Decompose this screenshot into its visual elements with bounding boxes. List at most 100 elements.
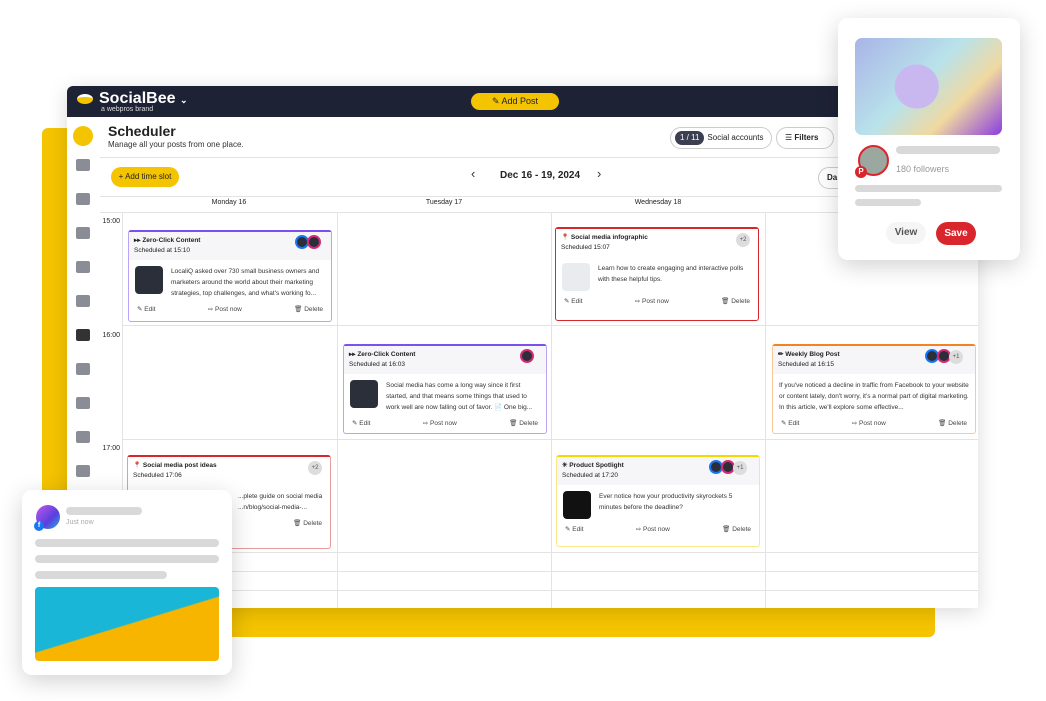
delete-button[interactable]: 🗑 Delete — [938, 420, 967, 427]
post-category: 📍 Social media infographic — [561, 234, 648, 241]
social-accounts-button[interactable]: 1 / 11 Social accounts — [670, 127, 773, 149]
edit-button[interactable]: ✎ Edit — [781, 420, 800, 427]
compose-icon[interactable] — [73, 126, 93, 146]
edit-button[interactable]: ✎ Edit — [564, 298, 583, 305]
post-schedule: Scheduled at 16:15 — [778, 361, 835, 368]
next-week-button[interactable]: › — [597, 166, 602, 181]
post-now-button[interactable]: ⇨ Post now — [634, 298, 669, 305]
edit-button[interactable]: ✎ Edit — [565, 526, 584, 533]
grid-line — [122, 571, 978, 572]
grid-line — [337, 212, 338, 608]
post-category: ✳ Product Spotlight — [562, 462, 624, 469]
post-now-button[interactable]: ⇨ Post now — [422, 420, 457, 427]
day-header-monday: Monday 16 — [211, 199, 247, 206]
day-header-wednesday: Wednesday 18 — [634, 199, 682, 206]
rocket-icon[interactable] — [76, 465, 90, 477]
post-thumbnail — [350, 380, 378, 408]
grid-line — [122, 212, 123, 608]
post-thumbnail — [562, 263, 590, 291]
post-time: Just now — [66, 519, 94, 526]
post-now-button[interactable]: ⇨ Post now — [851, 420, 886, 427]
delete-button[interactable]: 🗑 Delete — [293, 520, 322, 527]
calendar-icon[interactable] — [76, 295, 90, 307]
add-post-button[interactable]: ✎ Add Post — [471, 93, 559, 110]
post-card[interactable]: ▸▸ Zero-Click Content Scheduled at 15:10 … — [128, 230, 332, 322]
calendar-active-icon[interactable] — [76, 329, 90, 341]
facebook-icon: f — [34, 521, 44, 531]
post-schedule: Scheduled at 17:20 — [562, 472, 619, 479]
post-category: ▸▸ Zero-Click Content — [134, 237, 201, 244]
extra-accounts-badge: +2 — [308, 461, 322, 475]
placeholder-line — [35, 555, 219, 563]
chat-icon[interactable] — [76, 431, 90, 443]
day-header-tuesday: Tuesday 17 — [425, 199, 463, 206]
logo[interactable]: SocialBee ⌄ a webpros brand — [77, 90, 187, 113]
pinterest-icon: P — [855, 166, 867, 178]
grid-line — [122, 325, 978, 326]
folder-icon[interactable] — [76, 193, 90, 205]
date-range: Dec 16 - 19, 2024 — [500, 170, 581, 181]
extra-accounts-badge: +1 — [949, 350, 963, 364]
edit-button[interactable]: ✎ Edit — [137, 306, 156, 313]
page-subtitle: Manage all your posts from one place. — [108, 140, 244, 149]
analytics-icon[interactable] — [76, 363, 90, 375]
post-card[interactable]: ▸▸ Zero-Click Content Scheduled at 16:03 … — [343, 344, 547, 434]
edit-button[interactable]: ✎ Edit — [352, 420, 371, 427]
post-text: LocaliQ asked over 730 small business ow… — [171, 268, 320, 297]
divider — [100, 157, 978, 158]
extra-accounts-badge: +1 — [733, 461, 747, 475]
grid-line — [122, 552, 978, 553]
time-label: 17:00 — [102, 445, 120, 452]
placeholder-line — [35, 571, 167, 579]
chevron-down-icon: ⌄ — [179, 95, 188, 105]
delete-button[interactable]: 🗑 Delete — [721, 298, 750, 305]
calendar-edit-icon[interactable] — [76, 261, 90, 273]
post-schedule: Scheduled at 16:03 — [349, 361, 406, 368]
accounts-count: 1 / 11 — [675, 131, 705, 145]
app-name: SocialBee — [99, 90, 176, 107]
post-card[interactable]: 📍 Social media infographic Scheduled 15:0… — [555, 227, 759, 321]
prev-week-button[interactable]: ‹ — [471, 166, 476, 181]
grid-line — [122, 439, 978, 440]
time-label: 15:00 — [102, 218, 120, 225]
post-card[interactable]: ✏ Weekly Blog Post Scheduled at 16:15 +1 … — [772, 344, 976, 434]
post-category: 📍 Social media post ideas — [133, 462, 217, 469]
save-button[interactable]: Save — [936, 222, 976, 245]
time-label: 16:00 — [102, 332, 120, 339]
pin-image — [855, 38, 1002, 135]
bot-icon[interactable] — [76, 227, 90, 239]
post-category: ✏ Weekly Blog Post — [778, 351, 840, 358]
accounts-label: Social accounts — [707, 133, 764, 142]
post-schedule: Scheduled 15:07 — [561, 244, 610, 251]
followers-count: 180 followers — [896, 164, 950, 174]
post-card[interactable]: ✳ Product Spotlight Scheduled at 17:20 +1… — [556, 455, 760, 547]
post-schedule: Scheduled 17:06 — [133, 472, 182, 479]
post-text: If you've noticed a decline in traffic f… — [779, 382, 969, 411]
post-category: ▸▸ Zero-Click Content — [349, 351, 416, 358]
post-now-button[interactable]: ⇨ Post now — [207, 306, 242, 313]
bee-icon — [77, 93, 93, 104]
post-text: ...plete guide on social media ...n/blog… — [238, 493, 323, 511]
placeholder-line — [896, 146, 1000, 154]
view-button[interactable]: View — [886, 222, 926, 244]
placeholder-line — [855, 185, 1002, 192]
post-text: Learn how to create engaging and interac… — [598, 265, 744, 283]
inbox-icon[interactable] — [76, 397, 90, 409]
post-text: Social media has come a long way since i… — [386, 382, 533, 411]
filters-button[interactable]: ☰ Filters — [776, 127, 834, 149]
delete-button[interactable]: 🗑 Delete — [509, 420, 538, 427]
post-now-button[interactable]: ⇨ Post now — [635, 526, 670, 533]
delete-button[interactable]: 🗑 Delete — [294, 306, 323, 313]
top-bar: SocialBee ⌄ a webpros brand ✎ Add Post — [67, 86, 978, 117]
sidebar — [67, 117, 100, 608]
tagline: a webpros brand — [101, 106, 154, 113]
grid-line — [122, 590, 978, 591]
delete-button[interactable]: 🗑 Delete — [722, 526, 751, 533]
filter-icon: ☰ — [785, 133, 793, 142]
grid-line — [100, 212, 978, 213]
post-thumbnail — [135, 266, 163, 294]
filters-label: Filters — [794, 133, 819, 142]
extra-accounts-badge: +2 — [736, 233, 750, 247]
add-time-slot-button[interactable]: + Add time slot — [111, 167, 179, 187]
dashboard-icon[interactable] — [76, 159, 90, 171]
